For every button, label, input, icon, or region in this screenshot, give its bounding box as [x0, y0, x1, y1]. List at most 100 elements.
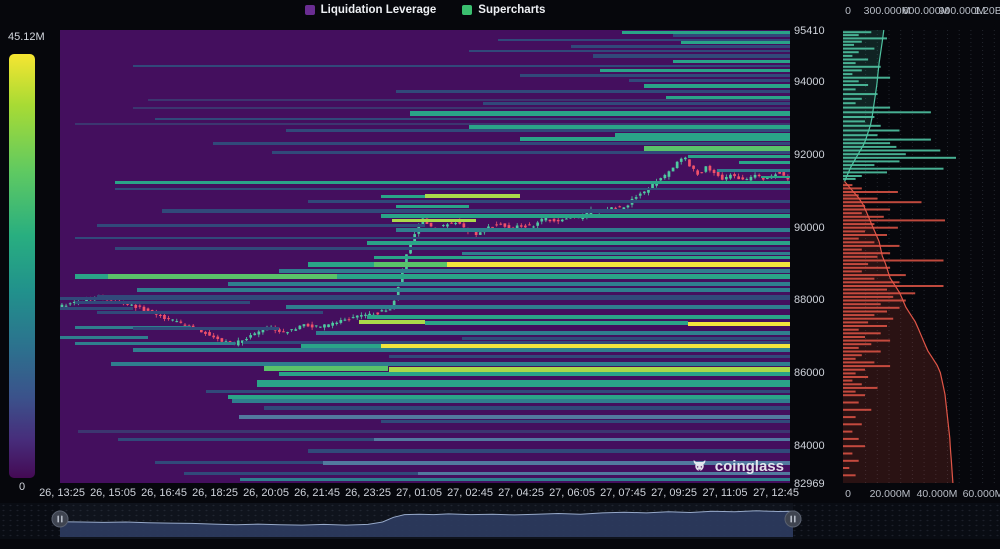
ask-depth-bar	[843, 106, 891, 109]
liquidation-band	[687, 321, 790, 326]
liquidation-band	[519, 74, 790, 77]
price-tick-label: 86000	[794, 367, 825, 380]
liquidation-band	[114, 188, 790, 191]
liquidation-band	[231, 399, 790, 404]
liquidation-band	[373, 437, 790, 441]
ask-depth-bar	[843, 34, 859, 37]
ask-depth-bar	[843, 43, 854, 46]
liquidation-band	[264, 365, 389, 371]
depth-chart[interactable]	[840, 0, 1000, 549]
bid-depth-bar	[843, 350, 881, 353]
bid-depth-bar	[843, 416, 856, 419]
legend-item-supercharts[interactable]: Supercharts	[462, 4, 545, 16]
time-tick-label: 26, 23:25	[345, 487, 391, 499]
liquidation-band	[519, 136, 790, 141]
ask-depth-bar	[843, 149, 941, 152]
liquidation-band	[417, 471, 790, 475]
time-tick-label: 27, 01:05	[396, 487, 442, 499]
bid-depth-bar	[843, 445, 865, 448]
bid-depth-bar	[843, 187, 862, 190]
bid-depth-bar	[843, 277, 875, 280]
ask-depth-bar	[843, 40, 862, 43]
bid-depth-bar	[843, 317, 894, 320]
time-tick-label: 27, 12:45	[753, 487, 799, 499]
liquidation-band	[279, 268, 790, 273]
volume-axis-label: 20.000M	[869, 488, 911, 500]
time-tick-label: 27, 02:45	[447, 487, 493, 499]
liquidation-band	[111, 361, 790, 366]
ask-depth-bar	[843, 164, 875, 167]
price-tick-label: 94000	[794, 75, 825, 88]
liquidation-band	[410, 110, 790, 116]
bid-depth-bar	[843, 467, 850, 469]
time-tick-label: 26, 15:05	[90, 487, 136, 499]
liquidation-band	[687, 155, 790, 159]
liquidation-band	[227, 394, 790, 399]
liquidation-band	[74, 300, 250, 304]
bid-depth-bar	[843, 281, 900, 284]
liquidation-heatmap-canvas[interactable]: coinglass	[60, 30, 790, 483]
liquidation-band	[133, 348, 790, 353]
ask-depth-bar	[843, 134, 878, 137]
orderbook-depth-panel[interactable]: 0 300.000M 600.000M 900.000M 1.20B 0 20.000M 4…	[840, 0, 1000, 549]
liquidation-band	[359, 320, 425, 325]
liquidation-band	[468, 124, 790, 129]
liquidation-band	[206, 390, 790, 394]
ask-depth-bar	[843, 47, 875, 50]
bid-depth-bar	[843, 357, 856, 360]
liquidation-band	[381, 420, 790, 424]
ask-depth-bar	[843, 175, 862, 177]
liquidation-leverage-swatch-icon	[304, 5, 315, 15]
liquidation-band	[96, 294, 790, 298]
liquidation-band	[286, 305, 790, 310]
liquidation-band	[96, 310, 323, 314]
time-axis[interactable]: 26, 13:25 26, 15:05 26, 16:45 26, 18:25 26, …	[0, 487, 845, 501]
bid-depth-bar	[843, 365, 891, 368]
bid-depth-bar	[843, 452, 853, 455]
bid-depth-bar	[843, 259, 944, 262]
price-tick-label: 92000	[794, 148, 825, 161]
liquidation-band	[60, 307, 133, 311]
bid-depth-bar	[843, 219, 945, 222]
liquidation-band	[468, 49, 790, 52]
bid-depth-bar	[843, 230, 865, 233]
ask-depth-bar	[843, 124, 881, 127]
liquidation-band	[381, 194, 425, 198]
bid-depth-bar	[843, 459, 859, 462]
bid-depth-bar	[843, 408, 872, 411]
supercharts-swatch-icon	[462, 5, 473, 15]
colorbar-max-label: 45.12M	[8, 31, 45, 43]
time-tick-label: 27, 04:25	[498, 487, 544, 499]
liquidation-band	[760, 175, 790, 178]
ask-depth-bar	[843, 111, 931, 114]
liquidation-band	[592, 53, 790, 58]
liquidation-band	[238, 415, 790, 420]
liquidation-band	[461, 251, 790, 255]
liquidation-band	[373, 262, 447, 268]
bid-depth-bar	[843, 197, 878, 200]
price-tick-label: 95410	[794, 25, 825, 37]
time-tick-label: 26, 20:05	[243, 487, 289, 499]
timeline-navigator[interactable]	[0, 503, 1000, 539]
ask-depth-bar	[843, 62, 856, 65]
legend-item-liquidation-leverage[interactable]: Liquidation Leverage	[304, 4, 436, 16]
time-tick-label: 26, 21:45	[294, 487, 340, 499]
price-axis[interactable]: 95410 94000 92000 90000 88000 86000 84000 82969	[794, 0, 838, 549]
liquidation-band	[315, 331, 790, 336]
nav-handle-right[interactable]	[784, 510, 802, 528]
ask-depth-bar	[843, 88, 856, 91]
liquidation-band	[614, 132, 790, 137]
bid-depth-bar	[843, 346, 859, 349]
liquidation-band	[381, 343, 790, 349]
time-tick-label: 26, 16:45	[141, 487, 187, 499]
bid-depth-bar	[843, 201, 922, 204]
depth-cumulative-axis: 0 300.000M 600.000M 900.000M 1.20B	[840, 5, 1000, 17]
bid-depth-bar	[843, 184, 853, 187]
bid-depth-bar	[843, 263, 869, 266]
liquidation-band	[483, 101, 790, 105]
bid-depth-bar	[843, 379, 853, 382]
liquidation-band	[680, 41, 790, 45]
time-tick-label: 27, 07:45	[600, 487, 646, 499]
time-tick-label: 26, 18:25	[192, 487, 238, 499]
nav-handle-left[interactable]	[51, 510, 69, 528]
